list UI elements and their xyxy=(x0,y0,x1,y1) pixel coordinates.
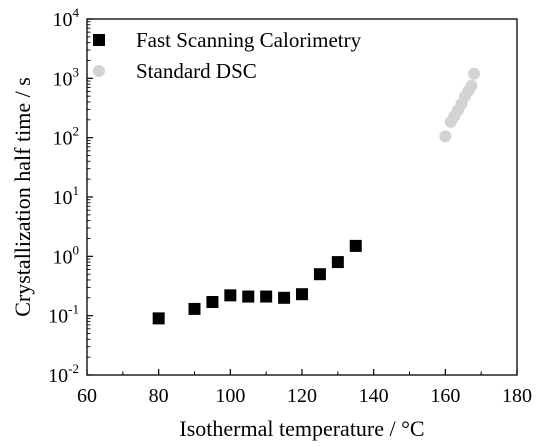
y-tick-label: 100 xyxy=(53,242,80,268)
x-tick-label: 180 xyxy=(502,385,532,407)
axes: 60 80 100 120 140 160 180 10-2 10-1 100 101 102 103 1… xyxy=(48,5,532,407)
data-point-square xyxy=(152,312,165,325)
data-point-square xyxy=(313,268,326,281)
y-tick-label: 10-1 xyxy=(48,302,79,328)
data-point-square xyxy=(188,302,201,315)
y-tick-label: 10-2 xyxy=(48,361,79,387)
x-tick-label: 100 xyxy=(215,385,245,407)
legend-circle-icon xyxy=(93,65,105,77)
data-point-square xyxy=(260,290,273,303)
y-tick-label: 104 xyxy=(53,5,80,31)
data-point-square xyxy=(331,256,344,269)
data-point-square xyxy=(278,291,291,304)
y-tick-label: 103 xyxy=(53,64,80,90)
legend: Fast Scanning Calorimetry Standard DSC xyxy=(93,28,362,83)
data-point-square xyxy=(242,290,255,303)
legend-square-icon xyxy=(93,34,105,46)
data-point-square xyxy=(206,295,219,308)
y-axis-title: Crystallization half time / s xyxy=(10,77,35,317)
data-point-square xyxy=(296,288,308,301)
data-point-circle xyxy=(468,67,480,80)
data-point-circle xyxy=(439,130,452,143)
x-tick-label: 80 xyxy=(149,385,169,407)
legend-label: Standard DSC xyxy=(136,59,257,83)
y-tick-label: 102 xyxy=(53,124,80,150)
data-point-circle xyxy=(465,79,478,92)
x-tick-label: 60 xyxy=(77,385,97,407)
x-axis-title: Isothermal temperature / °C xyxy=(179,416,424,441)
y-tick-label: 101 xyxy=(53,183,80,209)
data-point-square xyxy=(224,289,237,302)
legend-label: Fast Scanning Calorimetry xyxy=(136,28,362,52)
x-tick-label: 160 xyxy=(430,385,460,407)
x-tick-label: 140 xyxy=(359,385,389,407)
data-marks xyxy=(152,67,480,325)
data-point-square xyxy=(349,239,362,252)
x-tick-label: 120 xyxy=(287,385,317,407)
